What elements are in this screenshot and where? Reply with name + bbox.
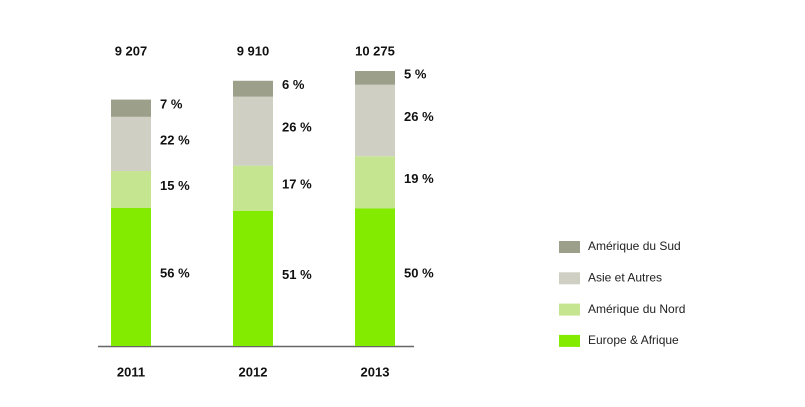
- total-label: 10 275: [355, 43, 395, 58]
- x-tick-label: 2011: [117, 364, 145, 379]
- legend-swatch: [559, 334, 580, 347]
- data-label: 7 %: [160, 97, 183, 112]
- total-label: 9 910: [237, 43, 270, 58]
- data-label: 5 %: [404, 66, 427, 81]
- legend-swatch: [559, 272, 580, 285]
- data-label: 15 %: [160, 178, 190, 193]
- bar-segment: [111, 99, 151, 117]
- bar-segment: [233, 96, 273, 166]
- data-label: 26 %: [404, 109, 434, 124]
- data-label: 51 %: [282, 267, 312, 282]
- data-label: 22 %: [160, 132, 190, 147]
- x-tick-label: 2013: [361, 364, 390, 379]
- data-label: 19 %: [404, 171, 434, 186]
- bar-segment: [233, 210, 273, 346]
- data-label: 50 %: [404, 266, 434, 281]
- total-label: 9 207: [115, 43, 148, 58]
- bar-segment: [111, 171, 151, 209]
- bar-segment: [355, 156, 395, 209]
- legend-label: Asie et Autres: [588, 270, 662, 284]
- bar-segment: [233, 165, 273, 211]
- legend-swatch: [559, 241, 580, 253]
- bar-segment: [233, 80, 273, 97]
- data-label: 26 %: [282, 120, 312, 135]
- legend-label: Europe & Afrique: [588, 333, 679, 347]
- legend-label: Amérique du Nord: [588, 302, 685, 316]
- data-label: 17 %: [282, 177, 312, 192]
- data-label: 56 %: [160, 265, 190, 280]
- bar-segment: [355, 84, 395, 157]
- x-tick-label: 2012: [239, 364, 268, 379]
- legend-swatch: [559, 303, 580, 316]
- bar-segment: [355, 208, 395, 346]
- data-label: 6 %: [282, 77, 305, 92]
- bar-segment: [111, 116, 151, 172]
- bar-segment: [355, 71, 395, 85]
- bar-segment: [111, 208, 151, 346]
- legend-label: Amérique du Sud: [588, 239, 681, 253]
